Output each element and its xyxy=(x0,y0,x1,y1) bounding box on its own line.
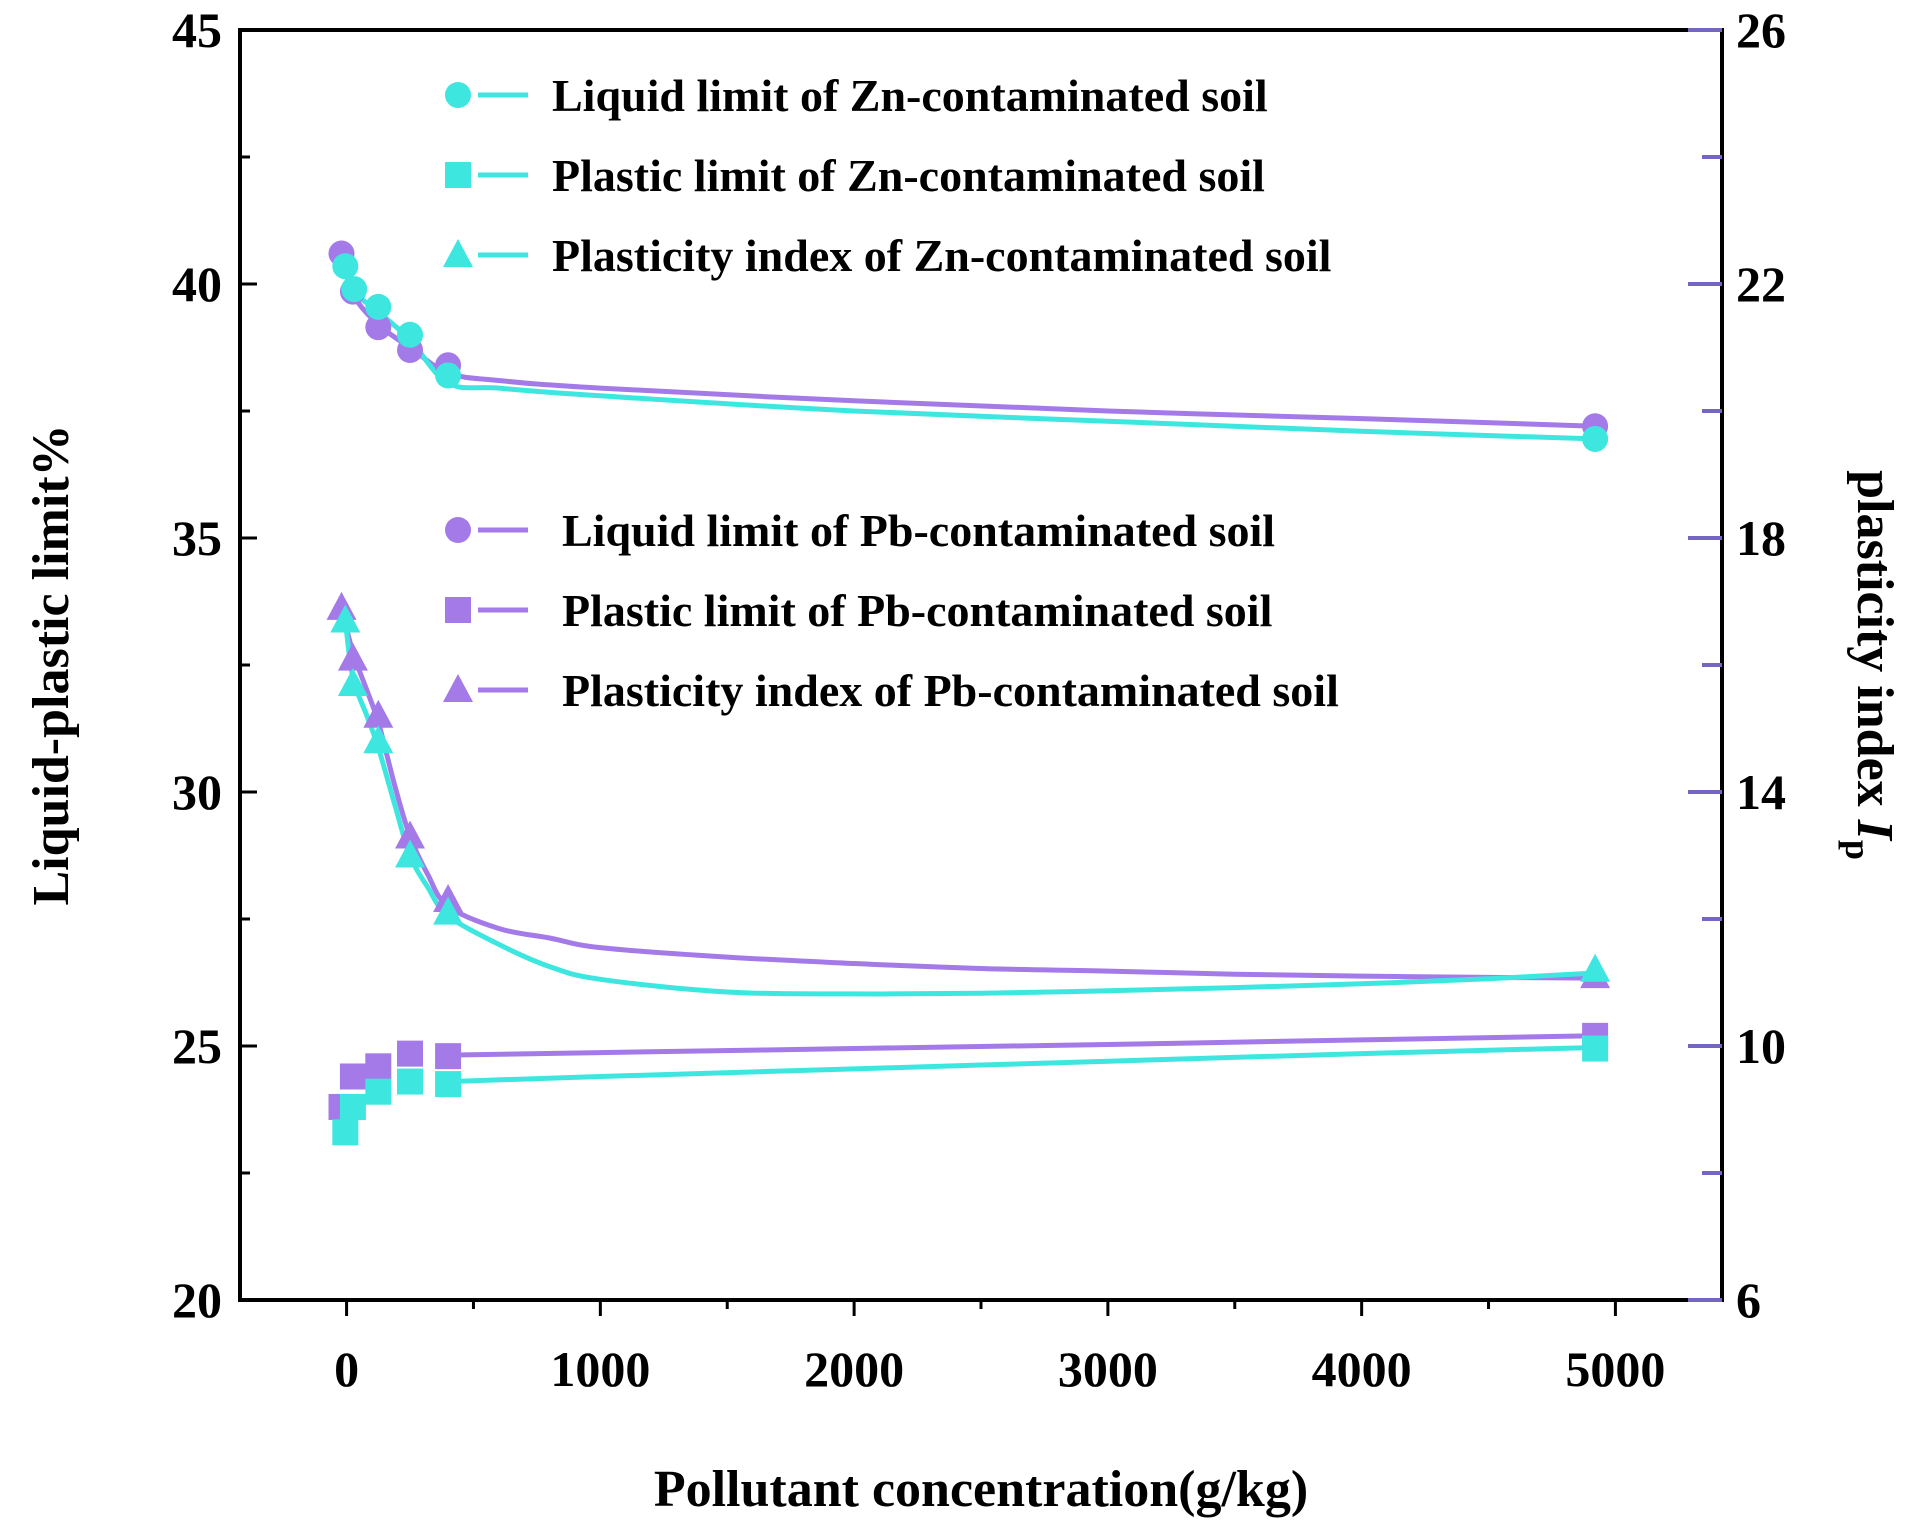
pb-circle-point xyxy=(365,314,392,341)
zn-square-point xyxy=(339,1093,366,1120)
pb-triangle-point xyxy=(337,642,368,671)
y2-tick-label: 6 xyxy=(1736,1272,1761,1328)
y-tick-label: 35 xyxy=(172,510,222,566)
pb-triangle-point xyxy=(395,820,426,849)
pb-square-point xyxy=(435,1043,462,1070)
pb-legend-square-marker xyxy=(445,597,471,623)
y-tick-label: 20 xyxy=(172,1272,222,1328)
zn-circle-point xyxy=(341,276,368,303)
x-tick-label: 5000 xyxy=(1565,1341,1665,1397)
y2-tick-label: 22 xyxy=(1736,256,1786,312)
pb-square-point xyxy=(397,1040,424,1067)
y-tick-label: 40 xyxy=(172,256,222,312)
zn-square-point xyxy=(397,1068,424,1095)
zn-square-point xyxy=(435,1071,462,1098)
y2-axis-title-subscript: p xyxy=(1838,840,1878,860)
y2-axis-title-text: plasticity index xyxy=(1846,470,1903,820)
zn-fit-curve xyxy=(448,1045,1596,1085)
pb-fit-curve xyxy=(448,1033,1596,1058)
data-markers xyxy=(326,240,1611,1146)
pb-legend-label: Plastic limit of Pb-contaminated soil xyxy=(562,585,1272,636)
x-tick-label: 3000 xyxy=(1058,1341,1158,1397)
y-axis-title: Liquid-plastic limit% xyxy=(23,424,80,905)
y-tick-label: 30 xyxy=(172,764,222,820)
x-tick-label: 0 xyxy=(334,1341,359,1397)
pb-legend-label: Liquid limit of Pb-contaminated soil xyxy=(562,505,1275,556)
zn-square-point xyxy=(365,1078,392,1105)
zn-fit-curve xyxy=(342,265,1596,442)
pb-triangle-point xyxy=(363,699,394,728)
zn-fit-curve xyxy=(342,620,1596,997)
y2-axis-title: plasticity index Ip xyxy=(1838,470,1903,860)
zn-legend-label: Plasticity index of Zn-contaminated soil xyxy=(552,230,1331,281)
y-tick-label: 25 xyxy=(172,1018,222,1074)
zn-triangle-point xyxy=(433,896,464,925)
zn-circle-point xyxy=(435,362,462,389)
x-axis-title: Pollutant concentration(g/kg) xyxy=(654,1461,1308,1518)
zn-triangle-point xyxy=(363,725,394,754)
pb-square-point xyxy=(339,1063,366,1090)
zn-legend-triangle-marker xyxy=(443,239,473,267)
zn-circle-point xyxy=(397,321,424,348)
pb-legend-circle-marker xyxy=(445,517,471,543)
y2-tick-label: 26 xyxy=(1736,2,1786,58)
axis-ticks: 0 1000 2000 3000 4000 5000 20 25 30 35 40 45 6 10 14 18… xyxy=(172,2,1786,1397)
legend: Liquid limit of Zn-contaminated soil Plas… xyxy=(443,70,1339,716)
pb-legend-label: Plasticity index of Pb-contaminated soil xyxy=(562,665,1339,716)
pb-legend-triangle-marker xyxy=(443,674,473,702)
zn-circle-point xyxy=(365,293,392,320)
zn-legend-square-marker xyxy=(445,162,471,188)
zn-triangle-point xyxy=(1580,953,1611,982)
zn-triangle-point xyxy=(395,839,426,868)
y2-tick-label: 10 xyxy=(1736,1018,1786,1074)
x-tick-label: 1000 xyxy=(550,1341,650,1397)
zn-square-point xyxy=(332,1119,359,1146)
zn-legend-label: Liquid limit of Zn-contaminated soil xyxy=(552,70,1268,121)
pb-square-point xyxy=(365,1053,392,1080)
zn-triangle-point xyxy=(330,604,361,633)
zn-legend-circle-marker xyxy=(445,82,471,108)
x-tick-label: 2000 xyxy=(804,1341,904,1397)
zn-circle-point xyxy=(332,253,359,280)
zn-square-point xyxy=(1582,1035,1609,1062)
x-tick-label: 4000 xyxy=(1312,1341,1412,1397)
y2-tick-label: 18 xyxy=(1736,510,1786,566)
pb-fit-curve xyxy=(339,607,1596,981)
y2-tick-label: 14 xyxy=(1736,764,1786,820)
y-tick-label: 45 xyxy=(172,2,222,58)
zn-triangle-point xyxy=(337,668,368,697)
y2-axis-title-symbol: I xyxy=(1846,819,1903,842)
zn-circle-point xyxy=(1582,425,1609,452)
zn-legend-label: Plastic limit of Zn-contaminated soil xyxy=(552,150,1265,201)
